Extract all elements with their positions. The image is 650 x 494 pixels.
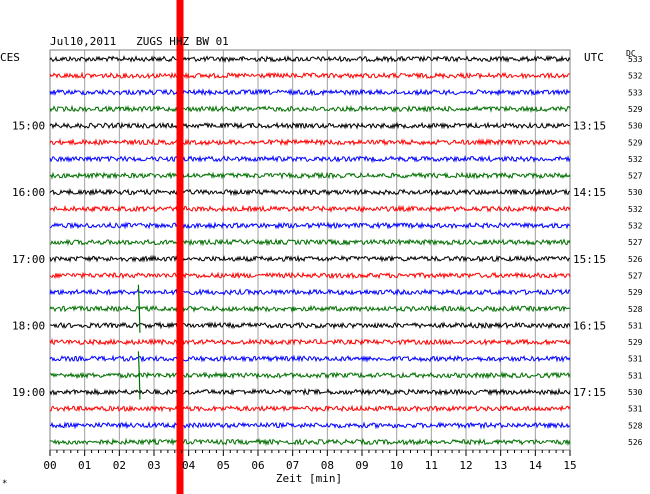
dc-value-row-13: 526 bbox=[628, 255, 643, 264]
dc-value-row-21: 530 bbox=[628, 388, 643, 397]
trace-row-17 bbox=[49, 321, 571, 330]
trace-row-24 bbox=[49, 437, 571, 447]
left-axis-label: CES bbox=[0, 51, 20, 64]
x-tick-label: 15 bbox=[563, 459, 576, 472]
x-axis-label: Zeit [min] bbox=[276, 472, 342, 485]
right-time-label: 13:15 bbox=[573, 120, 606, 133]
dc-value-row-4: 529 bbox=[628, 105, 643, 114]
trace-row-23 bbox=[49, 421, 571, 430]
dc-value-row-22: 531 bbox=[628, 405, 643, 414]
x-tick-label: 03 bbox=[147, 459, 160, 472]
trace-row-1 bbox=[49, 54, 571, 64]
label-layer: Jul10,2011 ZUGS HHZ BW 01 CES UTC DC Zei… bbox=[0, 35, 636, 489]
x-tick-label: 06 bbox=[251, 459, 264, 472]
marker-layer bbox=[176, 0, 184, 494]
trace-row-14 bbox=[49, 271, 571, 280]
trace-row-15 bbox=[49, 288, 571, 297]
dc-value-row-2: 532 bbox=[628, 72, 643, 81]
dc-value-row-11: 532 bbox=[628, 222, 643, 231]
trace-row-6 bbox=[49, 137, 571, 147]
dc-value-row-10: 532 bbox=[628, 205, 643, 214]
trace-row-7 bbox=[49, 154, 571, 164]
x-tick-label: 02 bbox=[113, 459, 126, 472]
trace-row-2 bbox=[49, 71, 571, 80]
x-tick-label: 01 bbox=[78, 459, 91, 472]
trace-row-5 bbox=[49, 121, 571, 130]
trace-row-18 bbox=[49, 337, 571, 347]
x-tick-label: 04 bbox=[182, 459, 196, 472]
trace-row-21 bbox=[49, 387, 571, 397]
seismic-event-1 bbox=[137, 284, 141, 333]
x-tick-label: 08 bbox=[321, 459, 334, 472]
dc-value-row-8: 527 bbox=[628, 172, 643, 181]
right-time-label: 16:15 bbox=[573, 319, 606, 332]
dc-value-row-23: 528 bbox=[628, 421, 643, 430]
x-tick-label: 12 bbox=[459, 459, 472, 472]
trace-row-10 bbox=[49, 204, 571, 214]
plot-frame bbox=[49, 49, 571, 451]
x-tick-label: 14 bbox=[529, 459, 543, 472]
seismic-event-2 bbox=[137, 351, 141, 400]
dc-value-row-1: 533 bbox=[628, 55, 643, 64]
right-axis-label: UTC bbox=[584, 51, 604, 64]
x-axis: 00 01 02 03 04 05 06 07 08 09 10 11 12 13 14 15 bbox=[43, 450, 577, 472]
trace-row-12 bbox=[49, 238, 571, 247]
time-marker bbox=[176, 0, 184, 494]
left-time-label: 15:00 bbox=[12, 120, 45, 133]
dc-label: DC bbox=[626, 49, 636, 58]
dc-value-row-18: 529 bbox=[628, 338, 643, 347]
left-time-label: 16:00 bbox=[12, 186, 45, 199]
trace-row-4 bbox=[49, 104, 571, 114]
chart-title: Jul10,2011 ZUGS HHZ BW 01 bbox=[50, 35, 229, 48]
right-time-label: 17:15 bbox=[573, 386, 606, 399]
trace-row-16 bbox=[49, 304, 571, 313]
trace-row-11 bbox=[50, 221, 571, 230]
dc-value-row-6: 529 bbox=[628, 138, 643, 147]
x-tick-label: 09 bbox=[355, 459, 368, 472]
trace-row-13 bbox=[49, 254, 571, 263]
dc-value-row-5: 530 bbox=[628, 122, 643, 131]
x-tick-label: 00 bbox=[43, 459, 56, 472]
grid bbox=[49, 49, 571, 451]
x-tick-label: 05 bbox=[217, 459, 230, 472]
trace-row-9 bbox=[49, 187, 571, 197]
left-time-label: 18:00 bbox=[12, 319, 45, 332]
dc-value-row-9: 530 bbox=[628, 188, 643, 197]
footer-mark: * bbox=[2, 479, 7, 489]
dc-value-row-14: 527 bbox=[628, 271, 643, 280]
right-time-label: 15:15 bbox=[573, 253, 606, 266]
dc-value-row-24: 526 bbox=[628, 438, 643, 447]
x-tick-label: 13 bbox=[494, 459, 507, 472]
trace-layer: 533 532 533 529 530 529 532 527 530 532 532 527 526 5… bbox=[49, 54, 643, 447]
left-time-label: 17:00 bbox=[12, 253, 45, 266]
x-tick-label: 10 bbox=[390, 459, 403, 472]
trace-row-19 bbox=[49, 354, 571, 363]
dc-value-row-16: 528 bbox=[628, 305, 643, 314]
right-time-label: 14:15 bbox=[573, 186, 606, 199]
dc-value-row-19: 531 bbox=[628, 355, 643, 364]
trace-row-8 bbox=[49, 171, 571, 180]
dc-value-row-7: 532 bbox=[628, 155, 643, 164]
left-time-label: 19:00 bbox=[12, 386, 45, 399]
x-tick-label: 07 bbox=[286, 459, 299, 472]
trace-row-22 bbox=[49, 404, 571, 413]
x-tick-label: 11 bbox=[425, 459, 438, 472]
dc-value-row-17: 531 bbox=[628, 321, 643, 330]
trace-row-20 bbox=[49, 371, 571, 380]
trace-row-3 bbox=[49, 88, 571, 97]
dc-value-row-3: 533 bbox=[628, 88, 643, 97]
dc-value-row-12: 527 bbox=[628, 238, 643, 247]
dc-value-row-20: 531 bbox=[628, 371, 643, 380]
dc-value-row-15: 529 bbox=[628, 288, 643, 297]
